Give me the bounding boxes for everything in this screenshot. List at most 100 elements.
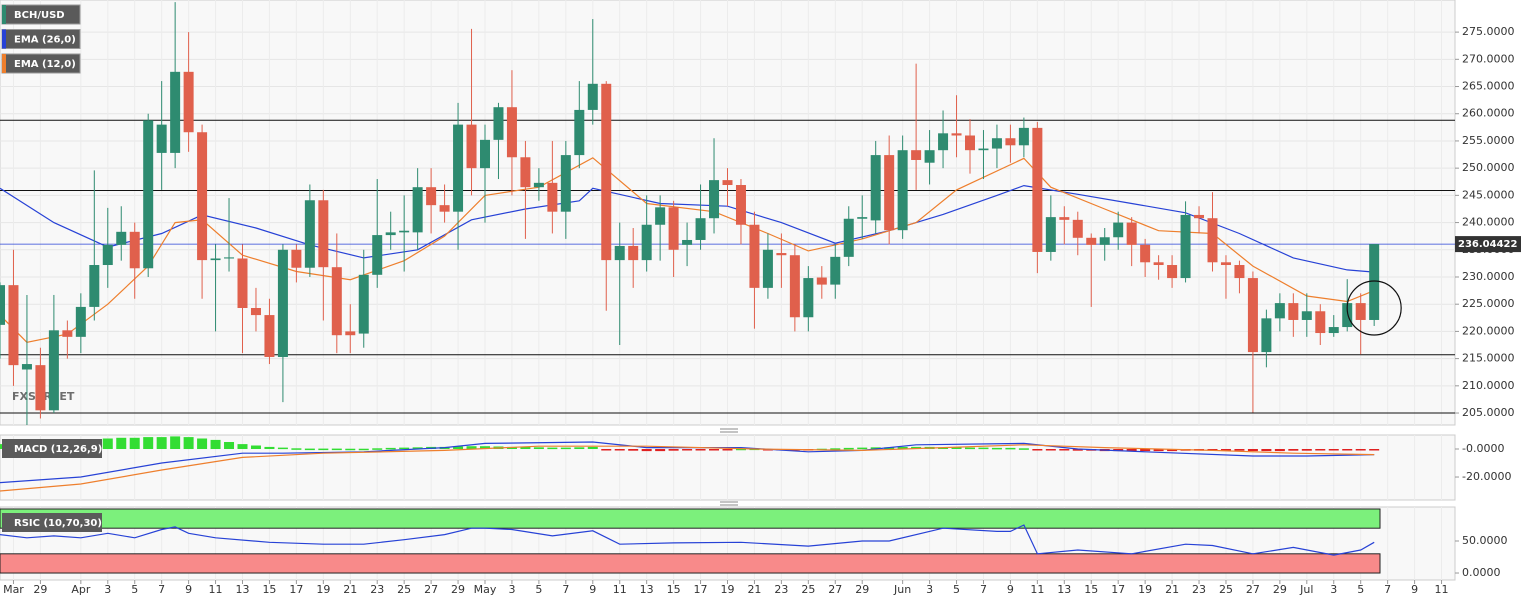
histogram-bar — [628, 449, 639, 451]
histogram-bar — [1140, 449, 1151, 452]
indicator-label: RSIC (10,70,30) — [14, 518, 102, 529]
x-tick-label: 13 — [236, 583, 250, 596]
candle-body — [911, 150, 922, 160]
y-tick-label: 265.0000 — [1462, 80, 1515, 93]
candle-body — [533, 182, 544, 188]
candle-body — [628, 245, 639, 261]
candle-body — [1355, 303, 1366, 320]
candle-body — [480, 139, 490, 169]
x-tick-label: 7 — [980, 583, 987, 596]
y-tick-label: 255.0000 — [1462, 134, 1515, 147]
legend-swatch — [2, 54, 6, 73]
histogram-bar — [250, 445, 261, 450]
x-tick-label: 7 — [562, 583, 569, 596]
candle-body — [951, 133, 962, 136]
histogram-bar — [1220, 449, 1231, 451]
candle-body — [1369, 244, 1380, 320]
x-tick-label: 27 — [828, 583, 842, 596]
candle-body — [870, 155, 881, 221]
panel-grip[interactable] — [720, 428, 738, 433]
x-tick-label: 7 — [158, 583, 165, 596]
candle-body — [426, 187, 437, 206]
histogram-bar — [1032, 449, 1043, 451]
candle-body — [803, 278, 814, 318]
x-tick-label: 5 — [535, 583, 542, 596]
candle-body — [614, 245, 625, 261]
histogram-bar — [1045, 449, 1056, 451]
x-tick-label: 27 — [424, 583, 438, 596]
histogram-bar — [587, 446, 598, 450]
candle-body — [601, 83, 612, 261]
x-tick-label: 11 — [1435, 583, 1449, 596]
candle-body — [965, 135, 975, 151]
histogram-bar — [601, 449, 612, 451]
x-tick-label: 11 — [1030, 583, 1044, 596]
histogram-bar — [102, 438, 113, 450]
candle-body — [318, 200, 329, 268]
candle-body — [493, 107, 504, 140]
candle-body — [237, 258, 248, 309]
histogram-bar — [291, 448, 302, 450]
x-tick-label: 23 — [370, 583, 384, 596]
legend-swatch — [2, 5, 6, 24]
x-tick-label: 19 — [316, 583, 330, 596]
candle-body — [1315, 311, 1326, 334]
candle-body — [331, 267, 342, 336]
candle-body — [884, 155, 895, 231]
histogram-bar — [1315, 449, 1326, 451]
candle-body — [1180, 214, 1191, 279]
overbought-zone — [0, 508, 1381, 529]
candle-body — [1194, 214, 1205, 219]
candle-body — [264, 315, 275, 357]
histogram-bar — [1113, 449, 1124, 452]
x-tick-label: 5 — [1357, 583, 1364, 596]
x-tick-label: 7 — [1384, 583, 1391, 596]
candle-body — [183, 71, 194, 133]
candle-body — [843, 218, 854, 257]
candle-body — [143, 120, 154, 269]
x-tick-label: 17 — [289, 583, 303, 596]
candle-body — [1301, 311, 1312, 320]
panel-grip[interactable] — [720, 501, 738, 506]
candle-body — [250, 308, 261, 316]
histogram-bar — [1126, 449, 1137, 452]
annotation-circle — [1346, 280, 1402, 336]
candle-body — [1167, 265, 1178, 279]
candle-body — [0, 285, 5, 325]
histogram-bar — [143, 437, 154, 450]
y-tick-label: 50.0000 — [1462, 534, 1508, 547]
x-tick-label: 21 — [747, 583, 761, 596]
candle-body — [116, 231, 127, 245]
indicator-label: MACD (12,26,9) — [14, 444, 102, 455]
candle-body — [655, 207, 666, 225]
histogram-bar — [156, 437, 167, 450]
candle-body — [1086, 237, 1097, 245]
x-tick-label: 5 — [131, 583, 138, 596]
histogram-bar — [870, 447, 881, 450]
candle-body — [1328, 327, 1339, 334]
x-tick-label: 9 — [1411, 583, 1418, 596]
candle-body — [520, 157, 531, 188]
candle-body — [682, 239, 693, 245]
price-plot: FXSTREET — [0, 0, 1455, 425]
histogram-bar — [1018, 448, 1029, 450]
candle-body — [453, 124, 464, 212]
histogram-bar — [183, 437, 194, 450]
candle-body — [709, 180, 720, 219]
last-price-label: 236.04422 — [1458, 239, 1518, 250]
histogram-bar — [1369, 449, 1380, 451]
histogram-bar — [385, 447, 396, 450]
candle-body — [762, 249, 773, 288]
histogram-bar — [547, 447, 558, 450]
y-tick-label: 205.0000 — [1462, 406, 1515, 419]
histogram-bar — [533, 447, 544, 450]
x-tick-label: 13 — [1057, 583, 1071, 596]
candle-body — [358, 274, 369, 334]
histogram-bar — [965, 447, 975, 450]
overlay: 205.0000210.0000215.0000220.0000225.0000… — [1, 4, 1521, 596]
histogram-bar — [722, 449, 733, 451]
candle-body — [277, 249, 288, 357]
histogram-bar — [304, 448, 315, 451]
histogram-bar — [277, 447, 288, 450]
candle-body — [574, 109, 585, 156]
